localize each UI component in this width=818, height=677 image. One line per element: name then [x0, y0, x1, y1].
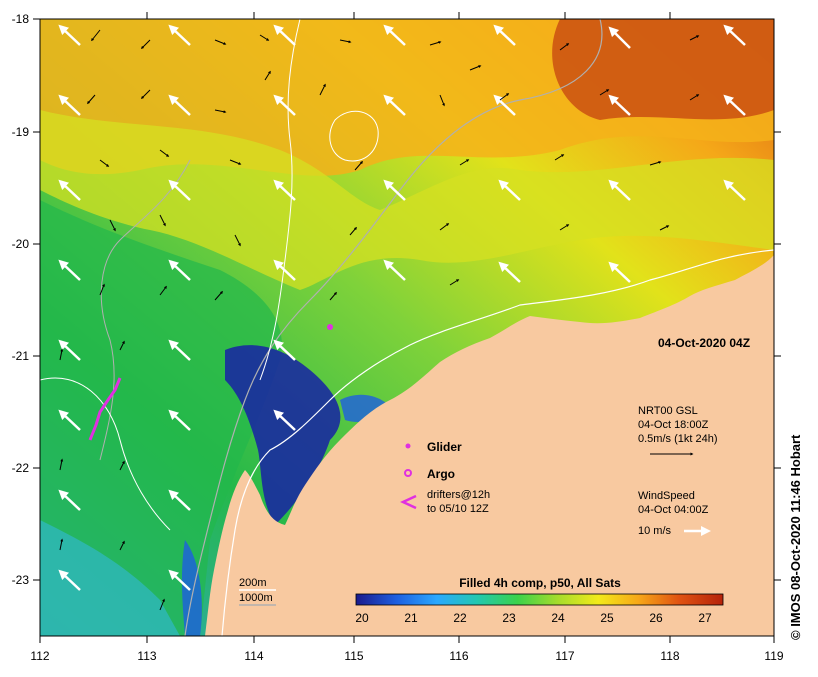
green-sea-west — [40, 200, 282, 636]
map-timestamp: 04-Oct-2020 04Z — [658, 336, 750, 350]
cold-upwelling — [225, 345, 341, 525]
colorbar-tick: 26 — [649, 611, 663, 625]
x-tick-label: 116 — [449, 649, 468, 663]
map-border — [39, 18, 775, 637]
colorbar-tick: 22 — [453, 611, 467, 625]
isobath-white-west — [259, 19, 301, 381]
colorbar-gradient — [355, 593, 724, 606]
isobaths — [40, 19, 774, 636]
yellow-band — [40, 110, 774, 290]
glider-legend-icon — [405, 443, 411, 449]
wind-legend-line2: 04-Oct 04:00Z — [638, 504, 709, 516]
current-legend-line3: 0.5m/s (1kt 24h) — [638, 433, 717, 445]
tick-marks — [33, 12, 781, 643]
colorbar-title: Filled 4h comp, p50, All Sats — [459, 576, 621, 590]
x-tick-label: 117 — [555, 649, 574, 663]
credit-label: © IMOS 08-Oct-2020 11:46 Hobart — [788, 434, 803, 640]
drifter-legend-icon — [400, 494, 417, 510]
contour-white-south — [40, 377, 171, 531]
x-tick-label: 114 — [244, 649, 263, 663]
glider-legend-label: Glider — [427, 440, 462, 454]
drifter-track — [88, 377, 122, 441]
current-vectors — [59, 29, 700, 611]
argo-legend-label: Argo — [427, 467, 455, 481]
colorbar-tick: 24 — [551, 611, 565, 625]
wind-legend-line3: 10 m/s — [638, 525, 672, 537]
colorbar-tick: 27 — [698, 611, 712, 625]
wind-legend-line1: WindSpeed — [638, 490, 695, 502]
y-tick-label: -23 — [12, 573, 30, 587]
cool-southwest — [40, 520, 180, 636]
glider-marker-map — [327, 324, 333, 330]
colorbar-tick: 23 — [502, 611, 516, 625]
x-tick-label: 119 — [764, 649, 783, 663]
map-plot-area — [40, 19, 774, 636]
colorbar-tick: 20 — [355, 611, 369, 625]
x-tick-label: 115 — [344, 649, 363, 663]
y-tick-label: -19 — [12, 125, 30, 139]
wind-vectors — [58, 24, 746, 591]
cool-coast-south — [181, 540, 202, 636]
colorbar-tick: 25 — [600, 611, 614, 625]
hot-zone-northeast — [552, 19, 774, 120]
y-tick-label: -22 — [12, 461, 30, 475]
x-tick-label: 113 — [137, 649, 156, 663]
drifter-legend-line1: drifters@12h — [427, 489, 490, 501]
land-australia — [205, 255, 774, 636]
y-tick-label: -21 — [12, 349, 30, 363]
isobath-200-label: 200m — [239, 577, 267, 589]
current-legend-line1: NRT00 GSL — [638, 405, 698, 417]
current-legend-line2: 04-Oct 18:00Z — [638, 419, 709, 431]
isobath-grey-west — [99, 159, 191, 461]
x-tick-label: 118 — [660, 649, 679, 663]
y-tick-label: -18 — [12, 12, 30, 26]
argo-legend-icon — [404, 469, 412, 477]
contour-loop — [329, 110, 379, 162]
isobath-1000-label: 1000m — [239, 592, 273, 604]
isobath-1000m — [184, 19, 603, 636]
drifter-legend-line2: to 05/10 12Z — [427, 503, 489, 515]
y-tick-label: -20 — [12, 237, 30, 251]
colorbar-tick: 21 — [404, 611, 418, 625]
isobath-200m — [221, 249, 774, 636]
x-tick-label: 112 — [30, 649, 49, 663]
